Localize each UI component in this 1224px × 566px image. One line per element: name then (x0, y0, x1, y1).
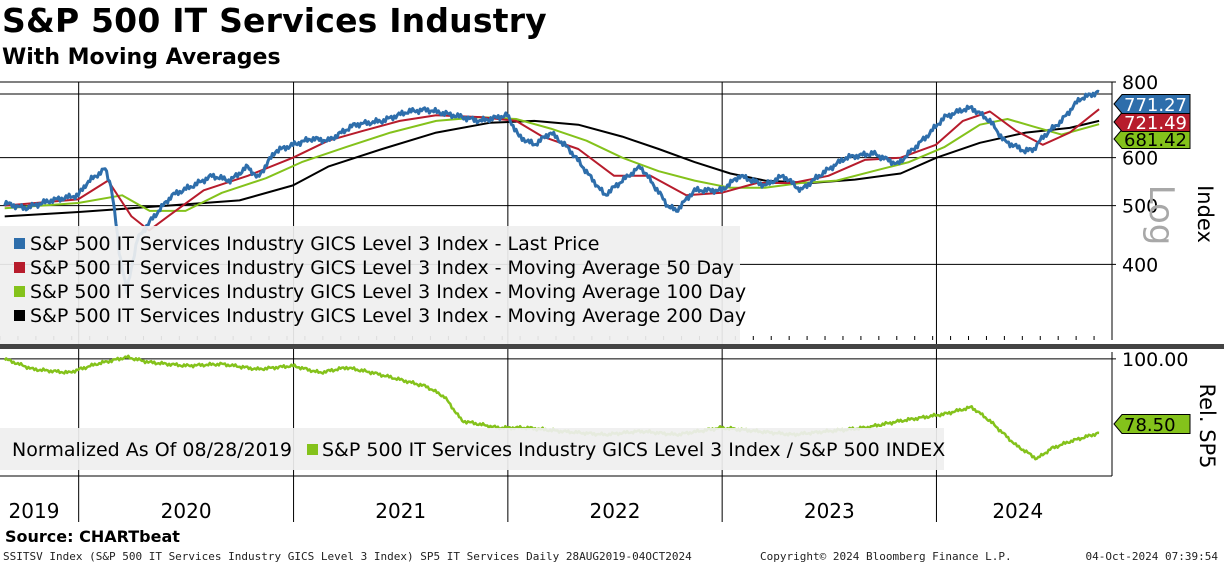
ma100-line (4, 116, 1100, 212)
bottom-legend-box (0, 428, 944, 470)
ma50-last-tag (1113, 112, 1191, 132)
ma100-last-tag (1113, 129, 1191, 149)
x-tick-label: 2020 (161, 499, 212, 523)
relative-last-tag (1113, 414, 1191, 434)
legend-swatch (14, 262, 25, 273)
normalized-label: Normalized As Of 08/28/2019 (12, 439, 292, 461)
x-tick-label: 2022 (590, 499, 641, 523)
legend-entry: S&P 500 IT Services Industry GICS Level … (30, 305, 746, 327)
top-legend-box (0, 226, 740, 344)
legend-entry: S&P 500 IT Services Industry GICS Level … (30, 233, 600, 255)
panel-separator (0, 344, 1224, 349)
source-note: Source: CHARTbeat (5, 527, 180, 546)
last-price-line (3, 89, 1100, 295)
x-tick-label: 2021 (375, 499, 426, 523)
last-price-last-tag (1113, 94, 1191, 114)
y-axis-title: Index (1193, 185, 1217, 243)
x-tick-label: 2024 (992, 499, 1043, 523)
chart-subtitle: With Moving Averages (2, 45, 281, 70)
footer-timestamp: 04-Oct-2024 07:39:54 (1085, 550, 1218, 563)
ma50-last-value: 721.49 (1124, 113, 1187, 134)
legend-entry: S&P 500 IT Services Industry GICS Level … (30, 281, 746, 303)
legend-swatch (14, 286, 25, 297)
x-tick-label: 2019 (9, 499, 60, 523)
ma100-last-value: 681.42 (1124, 130, 1187, 151)
footer-ticker: SSITSV Index (S&P 500 IT Services Indust… (3, 550, 692, 563)
y-tick-label: 600 (1122, 148, 1158, 170)
ma200-line (4, 119, 1100, 218)
legend-entry: S&P 500 IT Services Industry GICS Level … (30, 257, 734, 279)
legend-entry: S&P 500 IT Services Industry GICS Level … (322, 439, 945, 461)
legend-swatch (307, 444, 318, 455)
ma50-line (4, 108, 1100, 232)
legend-swatch (14, 238, 25, 249)
chart-title: S&P 500 IT Services Industry (2, 1, 547, 40)
rel-tick-label: 100.00 (1122, 349, 1188, 371)
y-tick-label: 800 (1122, 72, 1158, 94)
rel-axis-title: Rel. SP5 (1195, 383, 1219, 468)
log-scale-label: Log (1141, 185, 1181, 246)
y-tick-label: 400 (1122, 254, 1158, 276)
footer-copyright: Copyright© 2024 Bloomberg Finance L.P. (760, 550, 1012, 563)
legend-swatch (14, 310, 25, 321)
relative-last-value: 78.50 (1124, 415, 1176, 436)
x-tick-label: 2023 (804, 499, 855, 523)
last-price-last-value: 771.27 (1124, 95, 1187, 116)
y-tick-label: 500 (1122, 196, 1158, 218)
